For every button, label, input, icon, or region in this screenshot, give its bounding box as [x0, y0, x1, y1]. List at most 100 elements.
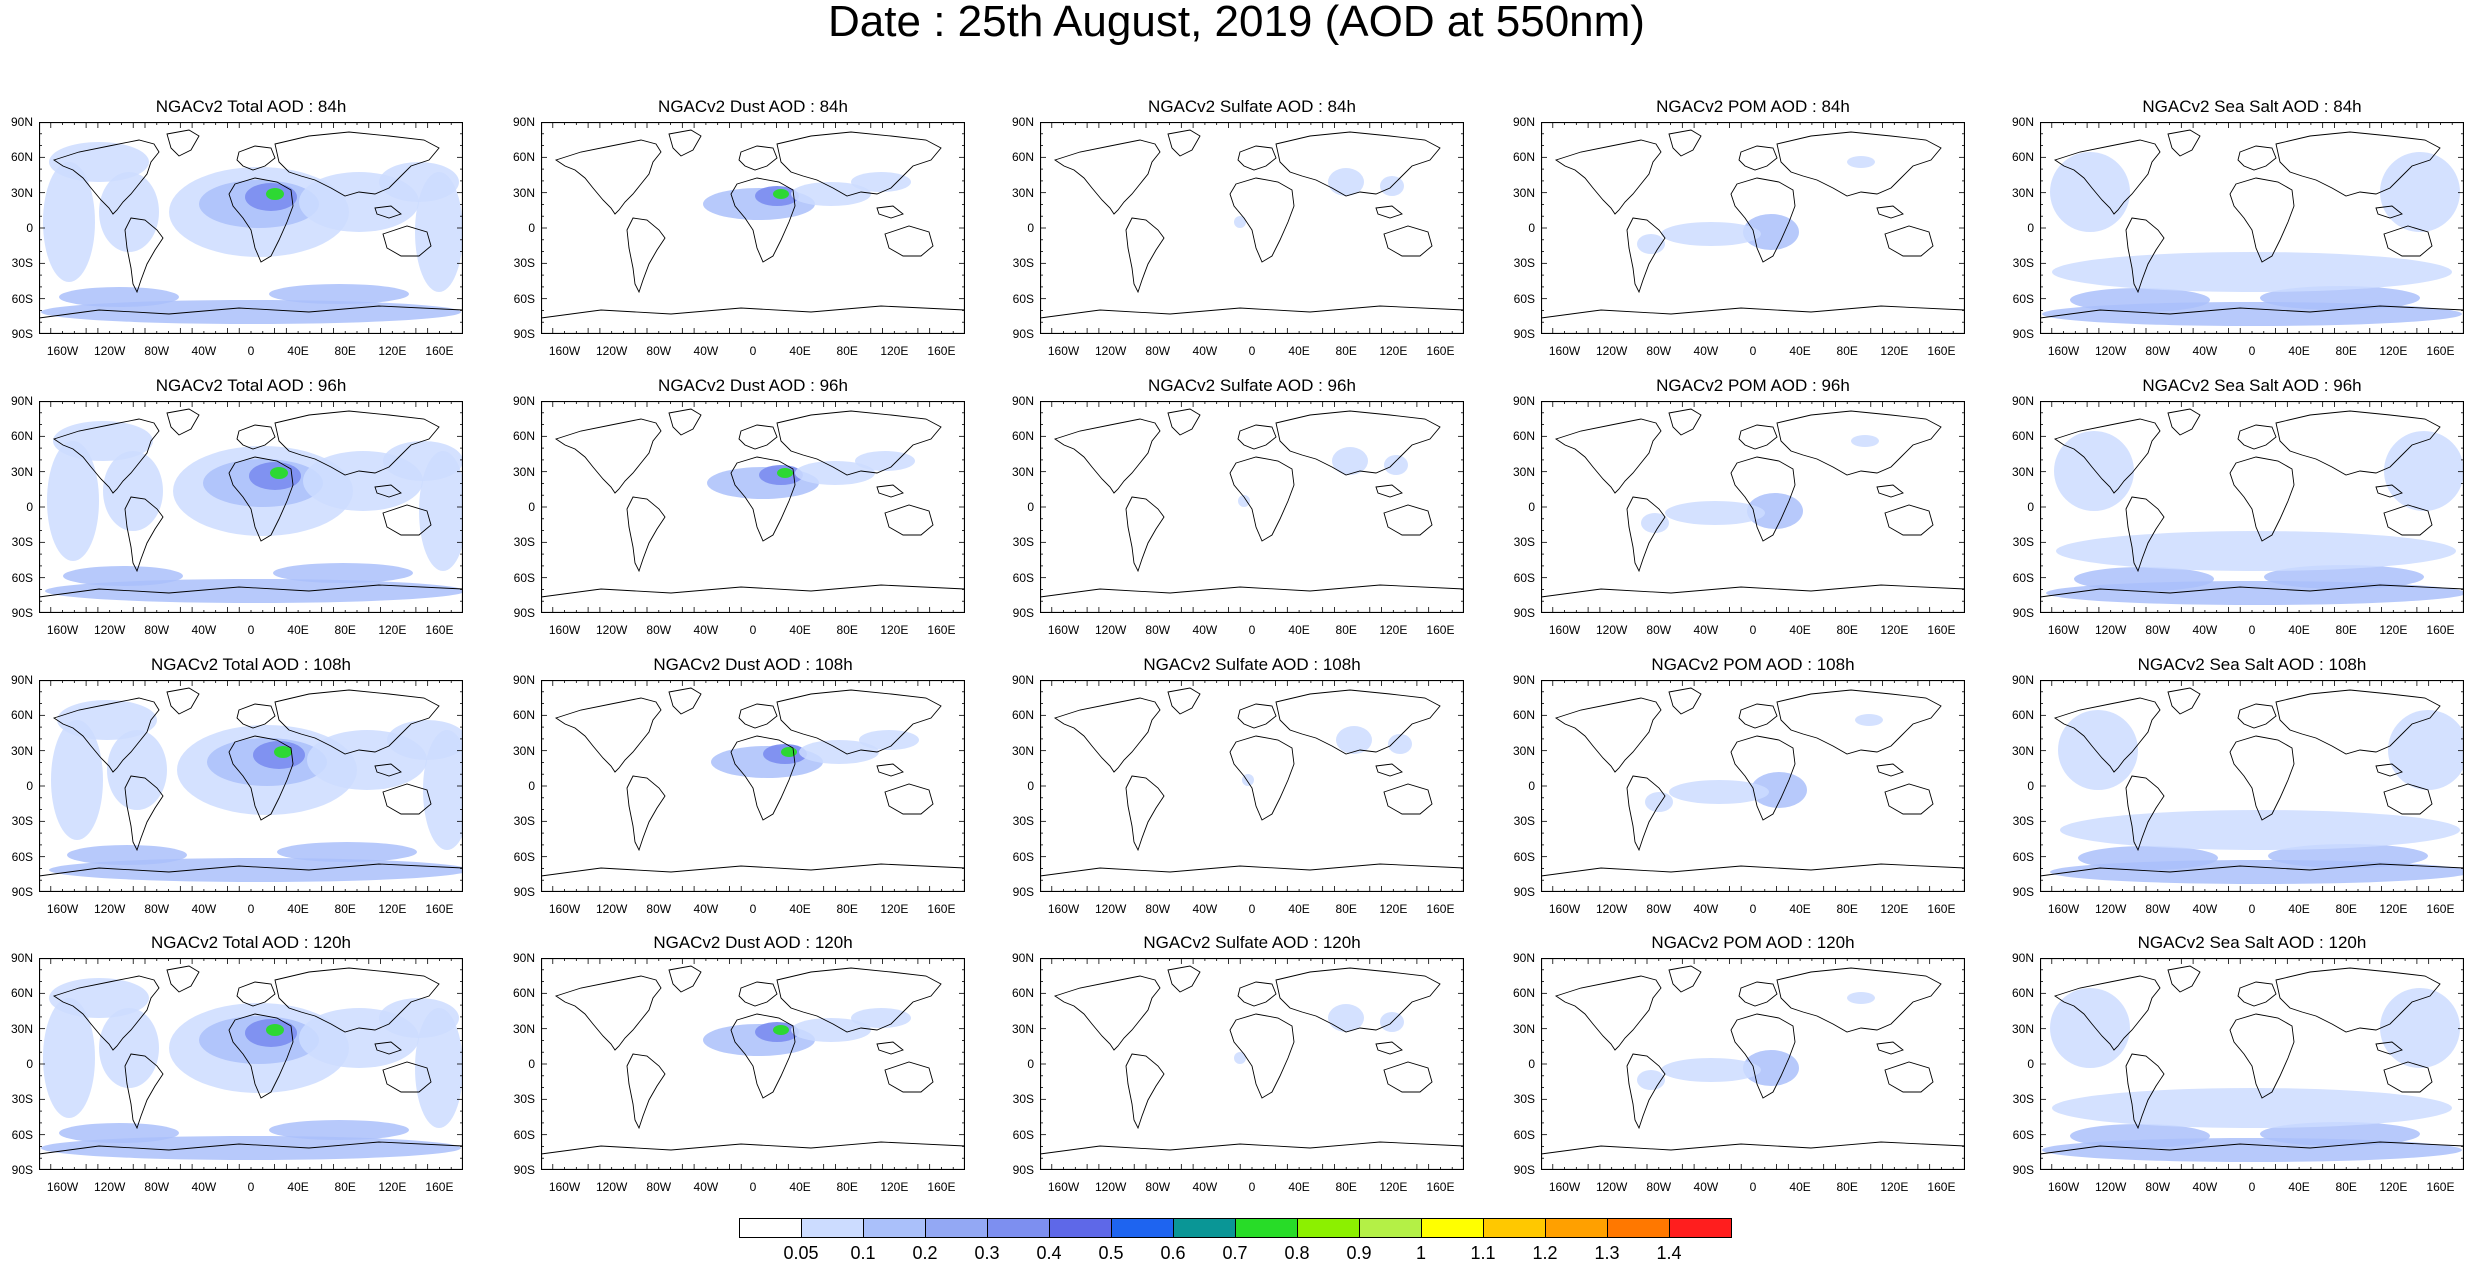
- map-border: [1541, 122, 1965, 334]
- aod-plume: [1743, 214, 1799, 250]
- lon-tick-label: 40W: [1693, 623, 1719, 637]
- lon-tick-label: 120E: [1880, 902, 1909, 916]
- world-map: [541, 122, 965, 334]
- lat-tick-label: 30N: [512, 464, 535, 479]
- map-border: [1541, 958, 1965, 1170]
- aod-plume: [2380, 988, 2460, 1068]
- lat-tick-label: 30N: [1512, 743, 1535, 758]
- lon-tick-label: 160W: [46, 344, 79, 358]
- lon-tick-label: 40E: [1288, 344, 1310, 358]
- lon-tick-label: 160W: [2047, 902, 2080, 916]
- panel-title: NGACv2 Sea Salt AOD : 108h: [2137, 655, 2367, 674]
- lat-tick-label: 90N: [1512, 673, 1535, 687]
- lat-tick-label: 90S: [1012, 327, 1034, 341]
- aod-plume: [419, 451, 463, 571]
- lat-tick-label: 0: [2027, 1057, 2034, 1071]
- lon-tick-label: 0: [1248, 623, 1256, 637]
- lat-tick-label: 90S: [1012, 606, 1034, 620]
- map-border: [1541, 680, 1965, 892]
- map-border: [39, 122, 463, 334]
- map-panel-sulfate-120h: NGACv2 Sulfate AOD : 120h 90N 60N 30N 0 30S 60…: [1012, 933, 1464, 1194]
- aod-plume: [266, 188, 284, 200]
- lat-tick-label: 60S: [11, 1127, 33, 1142]
- lon-tick-label: 160E: [425, 623, 454, 637]
- lon-tick-label: 120W: [1595, 344, 1628, 358]
- lon-tick-label: 40W: [1693, 902, 1719, 916]
- colorbar-swatch: [1297, 1218, 1360, 1238]
- lat-tick-label: 30S: [1513, 1092, 1535, 1107]
- aod-plume: [1661, 222, 1761, 246]
- map-panel-total-108h: NGACv2 Total AOD : 108h 90N 60N 30N 0 30S 60S 9…: [11, 655, 463, 916]
- lat-tick-label: 60N: [2011, 986, 2034, 1001]
- lat-tick-label: 90S: [11, 1163, 33, 1177]
- colorbar-label: 0.4: [1036, 1243, 1062, 1263]
- lat-tick-label: 30N: [1512, 464, 1535, 479]
- lon-tick-label: 80W: [1646, 623, 1672, 637]
- lon-tick-label: 120W: [1595, 623, 1628, 637]
- lon-tick-label: 160E: [1927, 902, 1956, 916]
- lon-tick-label: 80E: [1335, 623, 1357, 637]
- lat-tick-label: 30S: [11, 814, 33, 829]
- lon-tick-label: 40W: [191, 902, 217, 916]
- lat-tick-label: 90S: [11, 606, 33, 620]
- lon-tick-label: 120E: [880, 623, 909, 637]
- lon-tick-label: 80E: [334, 902, 356, 916]
- lon-tick-label: 120E: [1880, 344, 1909, 358]
- aod-plume: [67, 845, 187, 865]
- lat-tick-label: 60S: [1513, 1127, 1535, 1142]
- lat-tick-label: 0: [26, 779, 33, 793]
- world-map: [1541, 401, 1965, 613]
- lat-tick-label: 0: [26, 221, 33, 235]
- lon-tick-label: 120W: [93, 623, 126, 637]
- lon-tick-label: 80E: [2335, 1180, 2357, 1194]
- colorbar-swatch: [739, 1218, 802, 1238]
- aod-plume: [415, 1008, 463, 1128]
- map-border: [2040, 958, 2464, 1170]
- lat-tick-label: 0: [2027, 221, 2034, 235]
- colorbar-swatch: [1359, 1218, 1422, 1238]
- lat-tick-label: 0: [1528, 1057, 1535, 1071]
- lon-tick-label: 80W: [1145, 902, 1171, 916]
- aod-plume: [2268, 844, 2428, 868]
- aod-plume: [2070, 1124, 2210, 1148]
- map-panel-dust-108h: NGACv2 Dust AOD : 108h 90N 60N 30N 0 30S 60S 90…: [513, 655, 965, 916]
- lon-tick-label: 40E: [1789, 902, 1811, 916]
- lat-tick-label: 30N: [10, 1021, 33, 1036]
- map-panel-sea-salt-96h: NGACv2 Sea Salt AOD : 96h 90N 60N 30N 0 30S 60…: [2012, 376, 2464, 637]
- lon-tick-label: 0: [1749, 623, 1757, 637]
- lon-tick-label: 80W: [1145, 344, 1171, 358]
- lat-tick-label: 90N: [512, 115, 535, 129]
- lon-tick-label: 120W: [1094, 623, 1127, 637]
- lon-tick-label: 120E: [1379, 344, 1408, 358]
- aod-plume: [1847, 156, 1875, 168]
- panel-title: NGACv2 Sea Salt AOD : 120h: [2137, 933, 2367, 952]
- lon-tick-label: 120W: [1595, 1180, 1628, 1194]
- lat-tick-label: 60S: [1513, 291, 1535, 306]
- lat-tick-label: 30N: [1512, 1021, 1535, 1036]
- lon-tick-label: 80E: [334, 623, 356, 637]
- world-map: [39, 680, 463, 892]
- panel-title: NGACv2 Dust AOD : 120h: [653, 933, 853, 952]
- aod-plume: [1328, 1004, 1364, 1032]
- lat-tick-label: 30N: [10, 464, 33, 479]
- lon-tick-label: 40E: [1288, 1180, 1310, 1194]
- lon-tick-label: 0: [749, 623, 757, 637]
- lon-tick-label: 160W: [1548, 902, 1581, 916]
- lon-tick-label: 120E: [378, 902, 407, 916]
- lat-tick-label: 30S: [1012, 1092, 1034, 1107]
- colorbar-swatch: [1111, 1218, 1174, 1238]
- aod-plume: [2052, 252, 2452, 292]
- aod-plume: [1665, 501, 1765, 525]
- lon-tick-label: 160W: [1047, 902, 1080, 916]
- aod-plume: [270, 467, 288, 479]
- lon-tick-label: 160E: [927, 902, 956, 916]
- lon-tick-label: 120W: [2094, 623, 2127, 637]
- lon-tick-label: 0: [1749, 1180, 1757, 1194]
- lon-tick-label: 40W: [191, 1180, 217, 1194]
- aod-plume: [2388, 710, 2464, 790]
- lon-tick-label: 80E: [2335, 623, 2357, 637]
- lon-tick-label: 40E: [1789, 344, 1811, 358]
- lon-tick-label: 80W: [1145, 1180, 1171, 1194]
- lat-tick-label: 90S: [513, 327, 535, 341]
- aod-plume: [2070, 288, 2210, 312]
